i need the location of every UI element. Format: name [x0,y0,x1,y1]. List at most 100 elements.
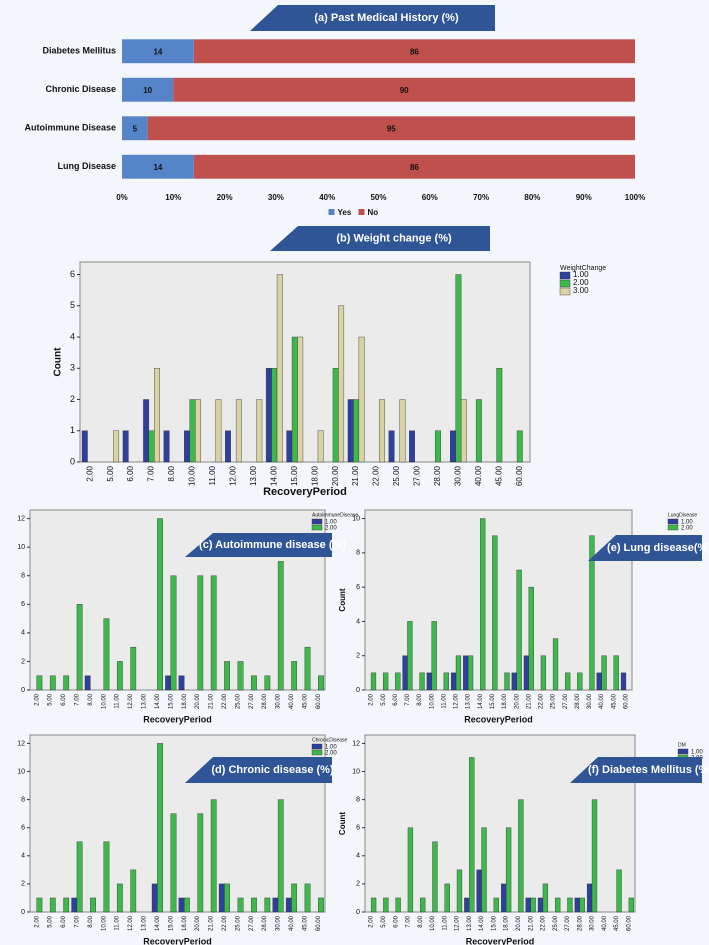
legend-swatch [667,524,679,531]
value-label: 10 [143,86,152,95]
bar [251,897,257,913]
value-label: 5 [133,124,138,133]
y-tick-label: 6 [70,269,75,279]
x-tick-label: 40.00 [599,693,605,709]
x-tick-label: 70% [473,193,489,202]
x-tick-label: 50% [370,193,386,202]
bar [193,39,635,64]
bar [542,883,549,913]
x-tick-label: 8.00 [167,465,176,481]
x-tick-label: 2.00 [85,465,94,481]
bar [272,897,279,913]
chart-title: (d) Chronic disease (%) [211,764,334,776]
x-tick-label: 5.00 [48,693,54,705]
chart-title: (e) Lung disease(%) [607,542,709,554]
bar [36,675,43,691]
bar [193,154,635,179]
y-tick-label: 6 [356,584,360,591]
x-tick-label: 27.00 [565,915,571,931]
x-tick-label: 30.00 [276,915,282,931]
x-tick-label: 15.00 [491,915,497,931]
bar [285,897,292,913]
bar [528,586,534,691]
x-tick-label: 15.00 [490,693,496,709]
bar [291,883,298,913]
x-tick-label: 8.00 [418,915,424,927]
bar [407,621,413,691]
bar [157,743,163,913]
x-tick-label: 14.00 [478,693,484,709]
title-banner [185,533,332,557]
x-tick-label: 30.00 [587,693,593,709]
x-tick-label: 8.00 [88,693,94,705]
x-tick-label: 28.00 [577,915,583,931]
bar [148,430,155,463]
legend-swatch [328,209,335,215]
chart-title: (c) Autoimmune disease (%) [199,539,346,551]
bar [501,883,507,913]
bar [455,274,462,463]
legend-swatch [559,271,571,280]
x-tick-label: 20.00 [331,465,340,486]
y-tick-label: 10 [352,515,360,522]
x-tick-label: 27.00 [249,915,255,931]
bar [586,883,593,913]
bar [49,897,56,913]
legend-swatch [667,518,679,525]
x-tick-label: 2.00 [34,693,40,705]
x-tick-label: 18.00 [182,693,188,709]
x-tick-label: 21.00 [526,693,532,709]
bar [537,897,544,913]
legend-swatch [559,287,571,296]
bar [256,399,263,463]
bar [165,675,171,691]
x-tick-label: 30.00 [590,915,596,931]
bar [456,869,463,913]
legend-swatch [311,749,323,756]
bar [613,655,619,691]
bar [81,430,88,463]
bar [147,116,635,141]
value-label: 14 [153,47,162,56]
bar [516,430,523,463]
x-tick-label: 15.00 [168,693,174,709]
x-tick-label: 25.00 [235,693,241,709]
x-tick-label: 60.00 [316,693,322,709]
x-tick-label: 0% [116,193,128,202]
chart-title: (b) Weight change (%) [336,232,452,244]
x-tick-label: 10.00 [101,915,107,931]
x-tick-label: 14.00 [479,915,485,931]
bar [264,897,271,913]
x-tick-label: 45.00 [611,693,617,709]
bar [620,672,627,691]
legend-label: 2.00 [325,526,337,532]
legend-title: AutoimmuneDisease [312,512,358,518]
bar [628,897,634,913]
bar [36,897,43,913]
bar [338,305,345,463]
y-tick-label: 8 [356,796,360,803]
bar [577,672,583,691]
x-tick-label: 20.00 [195,693,201,709]
legend-label: 3.00 [573,286,589,295]
value-label: 95 [387,124,396,133]
x-tick-label: 10.00 [430,915,436,931]
x-tick-label: 6.00 [393,693,399,705]
x-tick-label: 7.00 [406,915,412,927]
y-tick-label: 12 [17,515,25,522]
bar [318,897,324,913]
x-tick-label: 21.00 [351,465,360,486]
y-tick-label: 8 [21,573,25,580]
x-tick-label: 10.00 [429,693,435,709]
x-tick-label: 6.00 [61,915,67,927]
bar [297,336,304,463]
legend-title: LungDisease [668,512,697,518]
y-tick-label: 6 [21,825,25,832]
bar [435,430,441,463]
bar [276,274,283,463]
bar [511,672,517,691]
x-tick-label: 21.00 [209,915,215,931]
x-tick-label: 14.00 [269,465,278,486]
x-tick-label: 12.00 [128,693,134,709]
bar [130,869,137,913]
